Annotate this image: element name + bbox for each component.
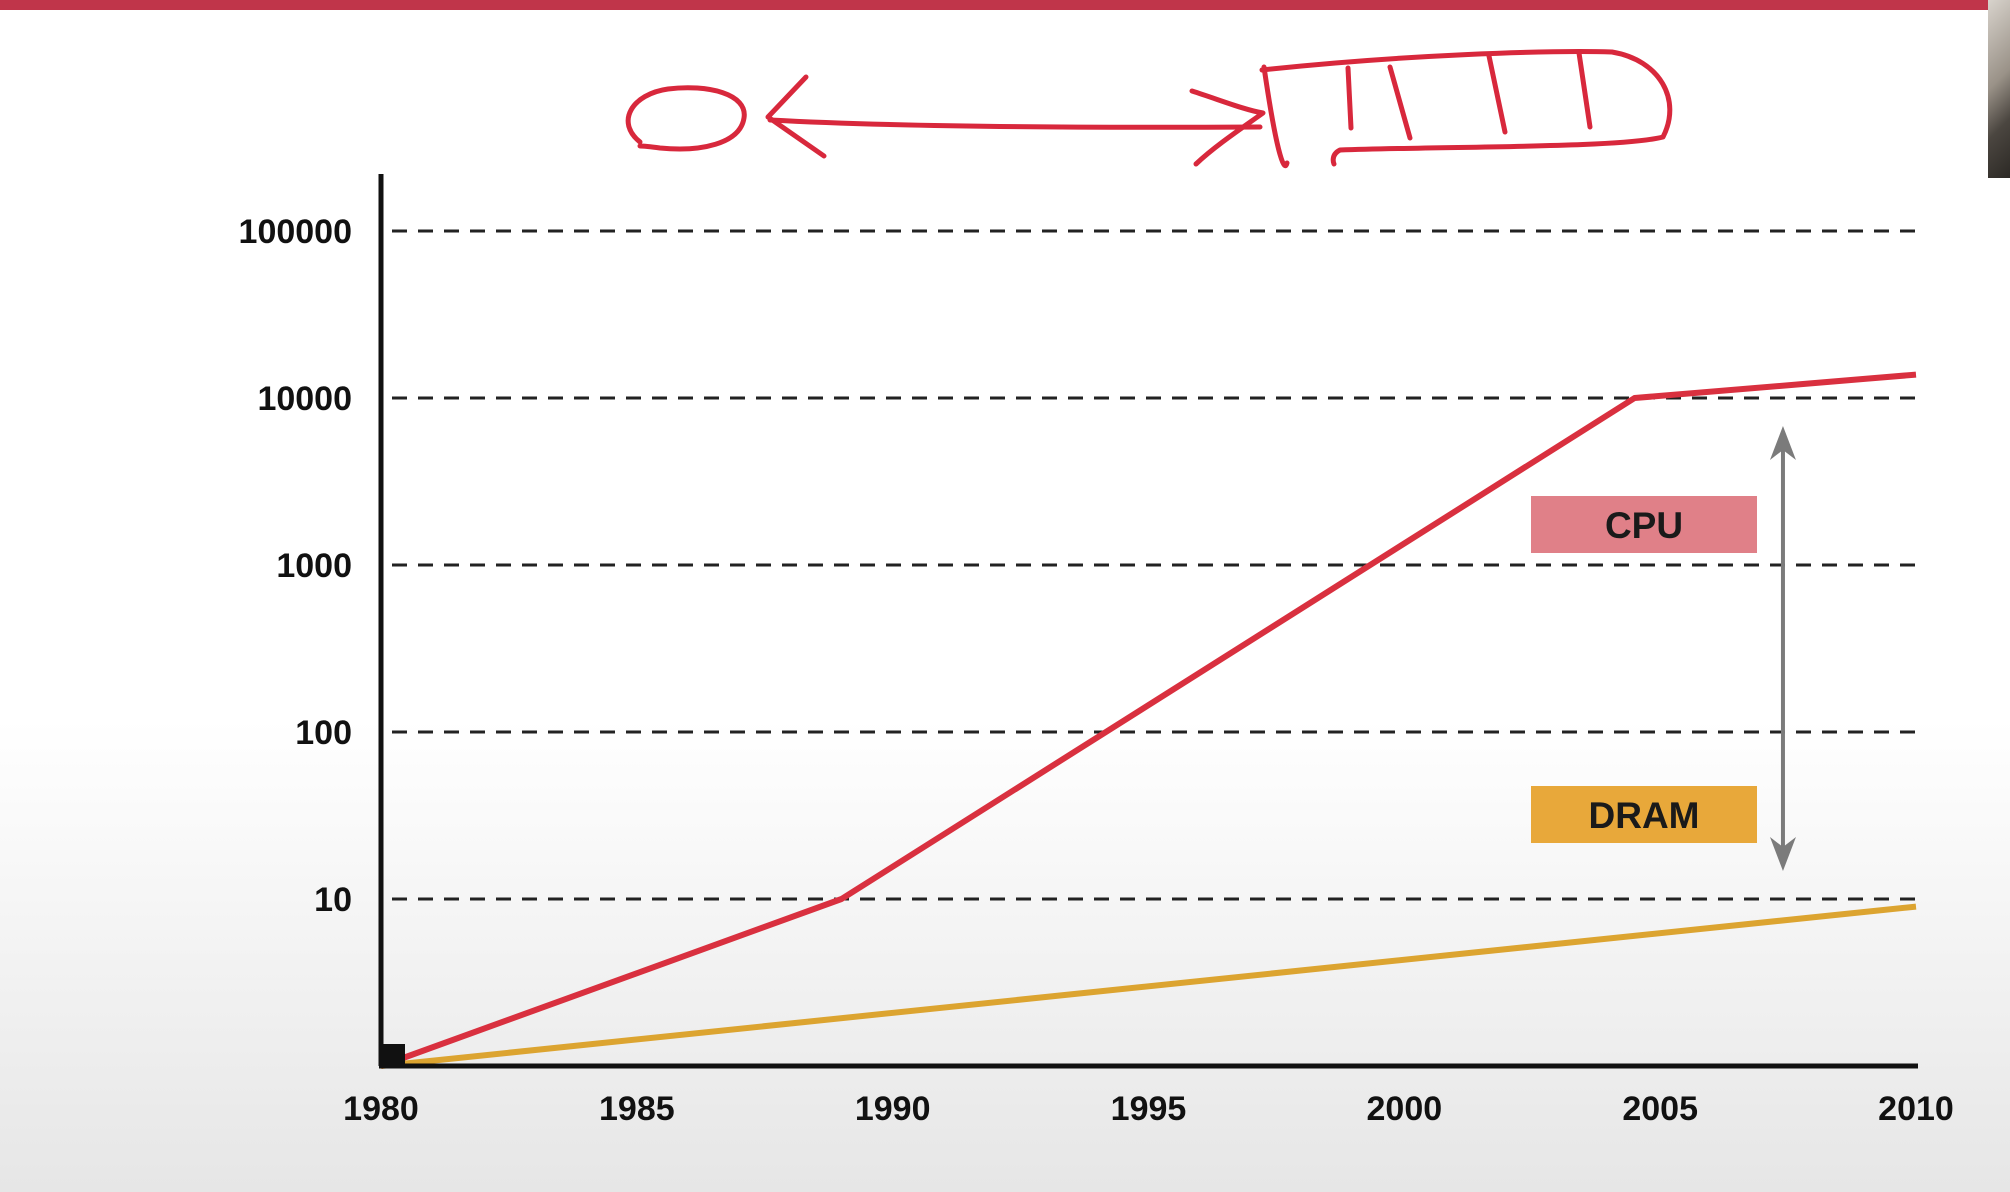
legend-dram-swatch: [1531, 786, 1757, 843]
ink-right-arrowhead: [1189, 88, 1266, 167]
ink-memory-divider-1: [1345, 65, 1354, 131]
x-axis-tick-labels: 1980 1985 1990 1995 2000 2005 2010: [343, 1090, 1954, 1128]
performance-gap-double-arrow: [1769, 426, 1796, 871]
ink-memory-divider-2: [1387, 64, 1413, 141]
slide-top-bar: [0, 0, 2010, 10]
y-tick-label-100: 100: [295, 714, 352, 752]
legend: CPU DRAM: [1531, 496, 1757, 843]
ink-memory-divider-4: [1576, 50, 1593, 130]
origin-marker: [379, 1044, 405, 1066]
y-gridlines: [392, 229, 1918, 901]
y-axis-tick-labels: 100000 10000 1000 100 10: [239, 213, 352, 919]
y-tick-label-10: 10: [314, 881, 352, 919]
handwritten-annotation: [625, 49, 1673, 169]
y-tick-label-100000: 100000: [239, 213, 352, 251]
series-line-dram: [380, 903, 1917, 1069]
x-tick-label-1990: 1990: [855, 1090, 931, 1128]
x-tick-label-1985: 1985: [599, 1090, 675, 1128]
gap-arrow-head-up: [1769, 426, 1796, 460]
y-tick-label-1000: 1000: [276, 547, 352, 585]
x-tick-label-2005: 2005: [1622, 1090, 1698, 1128]
ink-circle-cpu: [625, 85, 747, 152]
gap-arrow-head-down: [1769, 837, 1796, 871]
ink-memory-divider-3: [1486, 53, 1508, 135]
ink-memory-box: [1259, 49, 1673, 169]
y-tick-label-10000: 10000: [257, 380, 352, 418]
ink-left-arrowhead: [765, 74, 827, 159]
data-series: [379, 371, 1917, 1069]
legend-dram-label: DRAM: [1589, 795, 1700, 836]
presenter-video-thumbnail: [1988, 0, 2010, 178]
ink-arrow-shaft: [767, 117, 1263, 130]
legend-cpu-swatch: [1531, 496, 1757, 553]
x-tick-label-1995: 1995: [1111, 1090, 1187, 1128]
x-tick-label-2000: 2000: [1367, 1090, 1443, 1128]
legend-cpu-label: CPU: [1605, 505, 1683, 546]
x-tick-label-2010: 2010: [1878, 1090, 1954, 1128]
series-line-cpu: [379, 371, 1917, 1069]
x-tick-label-1980: 1980: [343, 1090, 419, 1128]
